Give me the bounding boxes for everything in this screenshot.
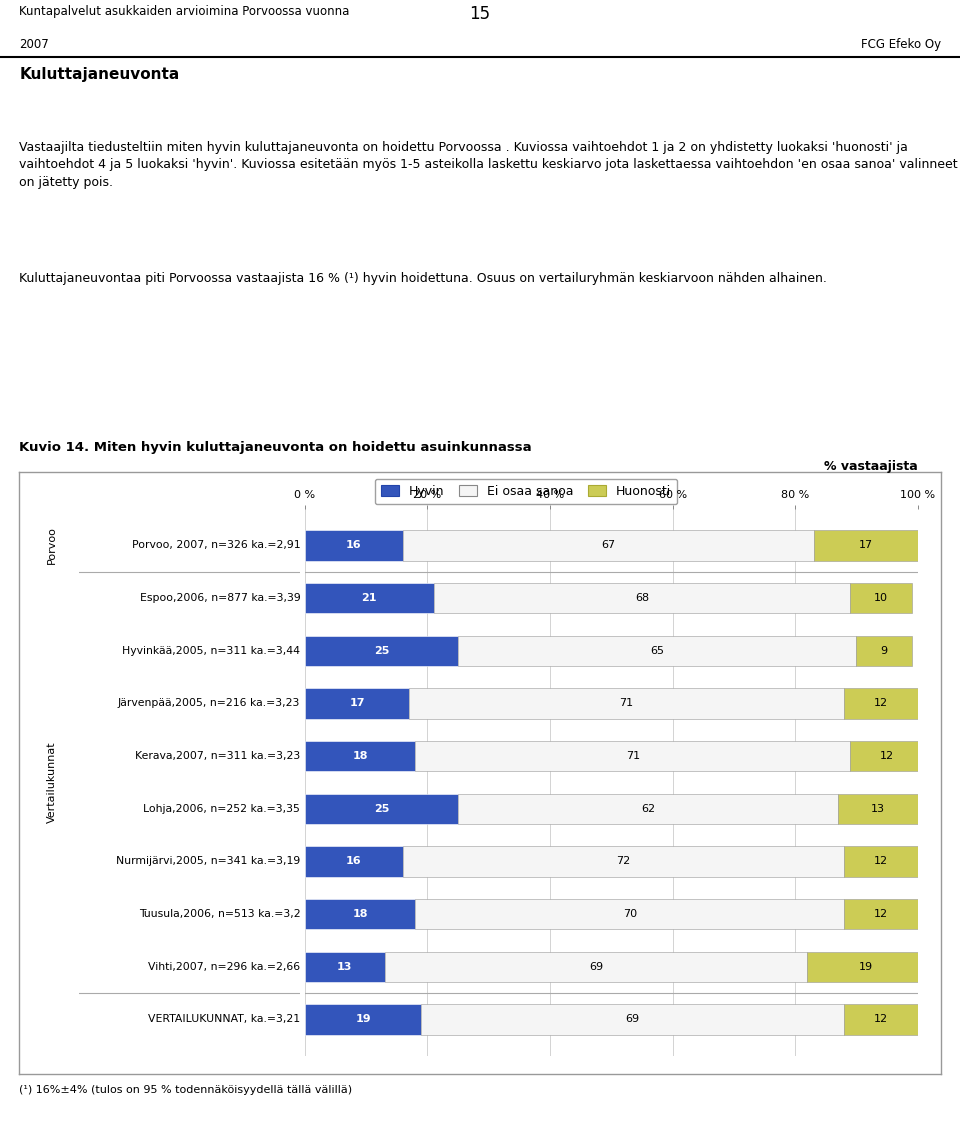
- Bar: [305, 952, 385, 982]
- Text: 21: 21: [362, 593, 377, 603]
- Text: 18: 18: [352, 909, 368, 919]
- Text: 69: 69: [626, 1015, 640, 1025]
- Text: Porvoo, 2007, n=326 ka.=2,91: Porvoo, 2007, n=326 ka.=2,91: [132, 540, 300, 550]
- Bar: [844, 846, 918, 876]
- Text: Espoo,2006, n=877 ka.=3,39: Espoo,2006, n=877 ka.=3,39: [139, 593, 300, 603]
- Text: Porvoo: Porvoo: [46, 526, 57, 565]
- Text: Kuluttajaneuvonta: Kuluttajaneuvonta: [19, 68, 180, 82]
- Text: Kuntapalvelut asukkaiden arvioimina Porvoossa vuonna: Kuntapalvelut asukkaiden arvioimina Porv…: [19, 4, 349, 18]
- Text: 10: 10: [874, 593, 888, 603]
- Text: Nurmijärvi,2005, n=341 ka.=3,19: Nurmijärvi,2005, n=341 ka.=3,19: [116, 856, 300, 866]
- Text: 69: 69: [588, 962, 603, 972]
- Text: 71: 71: [619, 699, 634, 709]
- Bar: [305, 636, 458, 666]
- Text: Hyvinkää,2005, n=311 ka.=3,44: Hyvinkää,2005, n=311 ka.=3,44: [122, 646, 300, 656]
- Text: Vertailukunnat: Vertailukunnat: [46, 741, 57, 824]
- Bar: [305, 583, 434, 613]
- Text: 12: 12: [874, 699, 888, 709]
- Bar: [813, 530, 918, 560]
- Text: 62: 62: [641, 803, 655, 813]
- Text: 12: 12: [874, 856, 888, 866]
- Text: 15: 15: [469, 4, 491, 22]
- Text: Kerava,2007, n=311 ka.=3,23: Kerava,2007, n=311 ka.=3,23: [135, 752, 300, 762]
- Bar: [458, 636, 856, 666]
- Bar: [403, 846, 844, 876]
- Text: (¹) 16%±4% (tulos on 95 % todennäköisyydellä tällä välillä): (¹) 16%±4% (tulos on 95 % todennäköisyyd…: [19, 1086, 352, 1095]
- Text: 13: 13: [337, 962, 352, 972]
- Bar: [807, 952, 924, 982]
- Bar: [856, 636, 912, 666]
- Text: Vihti,2007, n=296 ka.=2,66: Vihti,2007, n=296 ka.=2,66: [148, 962, 300, 972]
- Text: 19: 19: [858, 962, 873, 972]
- Text: 65: 65: [650, 646, 664, 656]
- Text: 25: 25: [373, 646, 389, 656]
- Bar: [305, 899, 416, 929]
- Bar: [416, 741, 851, 772]
- Bar: [305, 793, 458, 825]
- Text: Kuvio 14. Miten hyvin kuluttajaneuvonta on hoidettu asuinkunnassa: Kuvio 14. Miten hyvin kuluttajaneuvonta …: [19, 441, 532, 453]
- Bar: [305, 688, 409, 719]
- Bar: [305, 1005, 421, 1035]
- Text: 71: 71: [626, 752, 640, 762]
- Text: 9: 9: [880, 646, 888, 656]
- Text: 72: 72: [616, 856, 631, 866]
- Text: Järvenpää,2005, n=216 ka.=3,23: Järvenpää,2005, n=216 ka.=3,23: [118, 699, 300, 709]
- Text: VERTAILUKUNNAT, ka.=3,21: VERTAILUKUNNAT, ka.=3,21: [148, 1015, 300, 1025]
- Text: 13: 13: [871, 803, 885, 813]
- Bar: [305, 846, 403, 876]
- Text: 18: 18: [352, 752, 368, 762]
- Bar: [844, 688, 918, 719]
- Text: Kuluttajaneuvontaa piti Porvoossa vastaajista 16 % (¹) hyvin hoidettuna. Osuus o: Kuluttajaneuvontaa piti Porvoossa vastaa…: [19, 272, 828, 286]
- Bar: [851, 583, 912, 613]
- Text: 17: 17: [349, 699, 365, 709]
- Text: 12: 12: [874, 909, 888, 919]
- Bar: [838, 793, 918, 825]
- Text: FCG Efeko Oy: FCG Efeko Oy: [861, 38, 941, 52]
- Bar: [851, 741, 924, 772]
- Bar: [416, 899, 844, 929]
- Bar: [409, 688, 844, 719]
- Text: Lohja,2006, n=252 ka.=3,35: Lohja,2006, n=252 ka.=3,35: [143, 803, 300, 813]
- Text: 16: 16: [347, 856, 362, 866]
- Bar: [844, 1005, 918, 1035]
- Bar: [421, 1005, 844, 1035]
- Text: 25: 25: [373, 803, 389, 813]
- Bar: [385, 952, 807, 982]
- Bar: [305, 741, 416, 772]
- Text: 19: 19: [355, 1015, 371, 1025]
- Bar: [844, 899, 918, 929]
- Text: % vastaajista: % vastaajista: [824, 460, 918, 472]
- Text: Vastaajilta tiedusteltiin miten hyvin kuluttajaneuvonta on hoidettu Porvoossa . : Vastaajilta tiedusteltiin miten hyvin ku…: [19, 141, 958, 189]
- Text: 12: 12: [880, 752, 894, 762]
- Bar: [403, 530, 813, 560]
- Text: 70: 70: [623, 909, 636, 919]
- Text: 12: 12: [874, 1015, 888, 1025]
- Text: 2007: 2007: [19, 38, 49, 52]
- Text: 67: 67: [601, 540, 615, 550]
- Text: 17: 17: [858, 540, 873, 550]
- Text: 68: 68: [635, 593, 649, 603]
- Text: 16: 16: [347, 540, 362, 550]
- Text: Tuusula,2006, n=513 ka.=3,2: Tuusula,2006, n=513 ka.=3,2: [138, 909, 300, 919]
- Bar: [458, 793, 838, 825]
- Legend: Hyvin, Ei osaa sanoa, Huonosti: Hyvin, Ei osaa sanoa, Huonosti: [375, 479, 677, 504]
- Bar: [305, 530, 403, 560]
- Bar: [434, 583, 851, 613]
